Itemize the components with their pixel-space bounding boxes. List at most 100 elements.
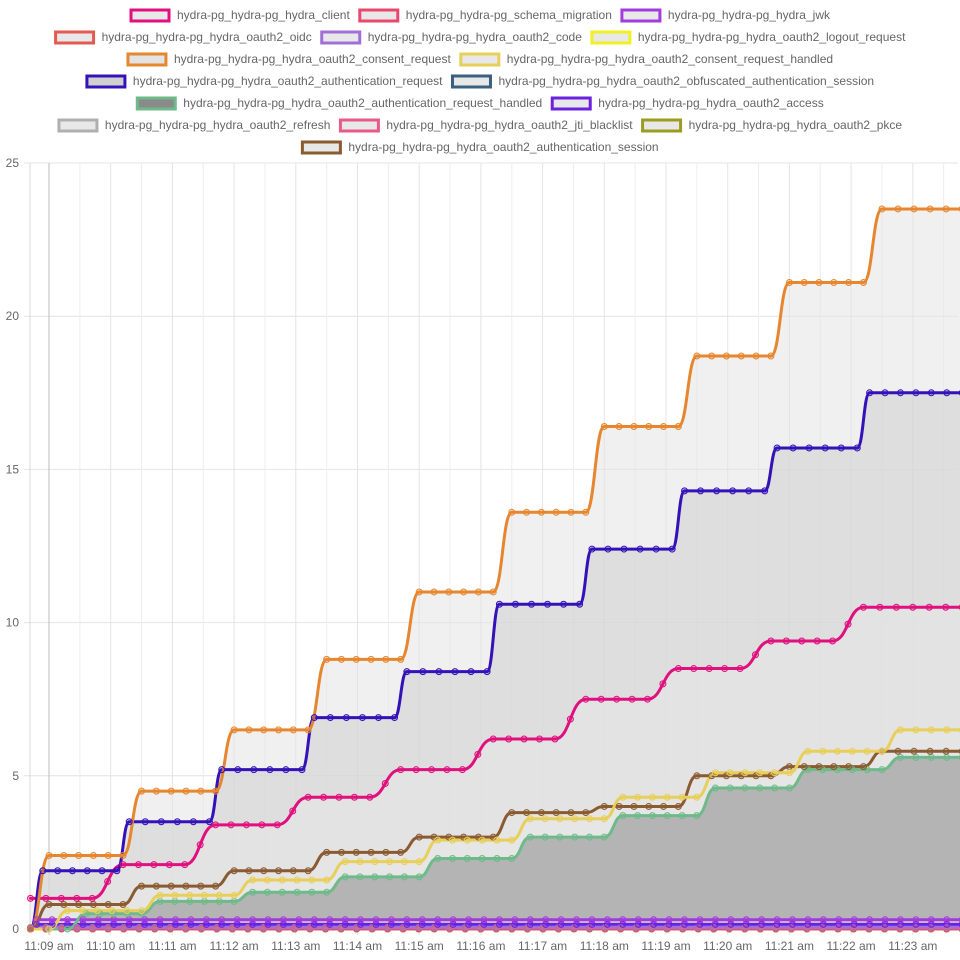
- y-tick-label: 10: [6, 616, 20, 630]
- data-point: [341, 873, 349, 881]
- data-point: [181, 861, 189, 869]
- data-point: [430, 588, 438, 596]
- data-point: [200, 897, 208, 905]
- data-point: [693, 793, 701, 801]
- data-point: [212, 787, 220, 795]
- y-tick-label: 25: [6, 156, 20, 170]
- data-point: [636, 545, 644, 553]
- data-point: [585, 833, 593, 841]
- data-point: [151, 923, 159, 931]
- data-point: [508, 836, 516, 844]
- y-tick-label: 5: [12, 769, 19, 783]
- data-point: [474, 588, 482, 596]
- data-point: [726, 769, 734, 777]
- data-point: [495, 916, 503, 924]
- data-point: [386, 873, 394, 881]
- data-point: [197, 882, 205, 890]
- x-tick-label: 11:16 am: [456, 939, 505, 953]
- data-point: [367, 655, 375, 663]
- data-point: [508, 855, 516, 863]
- data-point: [542, 916, 550, 924]
- data-point: [189, 818, 197, 826]
- data-point: [202, 916, 210, 924]
- data-point: [815, 278, 823, 286]
- legend-label: hydra-pg_hydra-pg_hydra_oauth2_access: [598, 96, 824, 110]
- data-point: [693, 772, 701, 780]
- data-point: [726, 784, 734, 792]
- data-point: [560, 600, 568, 608]
- data-point: [415, 858, 423, 866]
- data-point: [866, 389, 874, 397]
- data-point: [628, 695, 636, 703]
- legend-item: hydra-pg_hydra-pg_hydra_oauth2_pkce: [641, 118, 902, 133]
- data-point: [663, 793, 671, 801]
- data-point: [634, 793, 642, 801]
- y-tick-label: 20: [6, 309, 20, 323]
- data-point: [910, 205, 918, 213]
- data-point: [135, 923, 143, 931]
- data-point: [943, 916, 951, 924]
- data-point: [260, 726, 268, 734]
- data-point: [741, 769, 749, 777]
- data-point: [412, 766, 420, 774]
- data-point: [696, 916, 704, 924]
- data-point: [397, 848, 405, 856]
- data-point: [258, 821, 266, 829]
- data-point: [458, 766, 466, 774]
- data-point: [708, 352, 716, 360]
- legend-swatch: [459, 52, 501, 67]
- data-point: [508, 508, 516, 516]
- data-point: [850, 916, 858, 924]
- data-point: [878, 766, 886, 774]
- legend-label: hydra-pg_hydra-pg_hydra_oauth2_jti_black…: [386, 118, 633, 132]
- data-point: [711, 784, 719, 792]
- data-point: [323, 876, 331, 884]
- data-point: [415, 588, 423, 596]
- data-point: [648, 793, 656, 801]
- data-point: [912, 753, 920, 761]
- legend-label: hydra-pg_hydra-pg_hydra_oauth2_code: [368, 30, 582, 44]
- data-point: [123, 907, 131, 915]
- data-point: [585, 815, 593, 823]
- data-point: [434, 836, 442, 844]
- data-point: [721, 665, 729, 673]
- data-point: [483, 668, 491, 676]
- series-line: [28, 391, 960, 931]
- data-point: [800, 763, 808, 771]
- x-tick-label: 11:10 am: [86, 939, 135, 953]
- y-tick-label: 0: [12, 922, 19, 936]
- legend-swatch: [450, 74, 492, 89]
- data-point: [798, 637, 806, 645]
- data-point: [230, 867, 238, 875]
- data-point: [173, 818, 181, 826]
- data-point: [634, 916, 642, 924]
- data-point: [863, 747, 871, 755]
- data-point: [304, 726, 312, 734]
- data-point: [242, 821, 250, 829]
- data-point: [926, 747, 934, 755]
- data-point: [493, 855, 501, 863]
- data-point: [266, 766, 274, 774]
- data-point: [819, 747, 827, 755]
- data-point: [615, 802, 623, 810]
- data-point: [449, 836, 457, 844]
- data-point: [156, 897, 164, 905]
- x-tick-label: 11:11 am: [148, 939, 196, 953]
- data-point: [110, 916, 118, 924]
- data-point: [942, 205, 950, 213]
- data-point: [150, 861, 158, 869]
- data-point: [249, 876, 257, 884]
- data-point: [663, 812, 671, 820]
- data-point: [293, 888, 301, 896]
- data-point: [33, 916, 41, 924]
- data-point: [104, 923, 112, 931]
- data-point: [705, 665, 713, 673]
- legend-swatch: [320, 30, 362, 45]
- data-point: [785, 769, 793, 777]
- data-point: [167, 882, 175, 890]
- series-area: [30, 757, 960, 929]
- data-point: [896, 916, 904, 924]
- data-point: [789, 444, 797, 452]
- legend-swatch: [641, 118, 683, 133]
- data-point: [650, 916, 658, 924]
